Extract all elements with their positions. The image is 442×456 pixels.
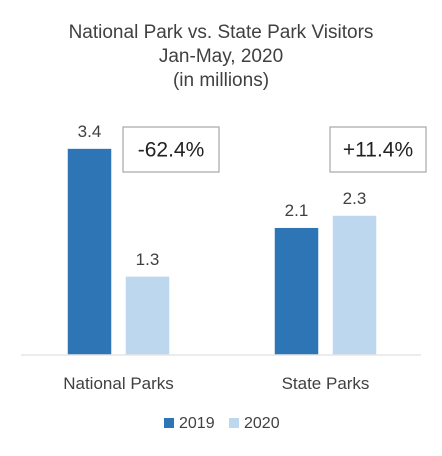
legend-label-2020: 2020 bbox=[244, 415, 280, 432]
data-labels: 3.4 1.3 2.1 2.3 bbox=[78, 122, 367, 269]
annotation-text: +11.4% bbox=[343, 139, 413, 162]
annotations: -62.4% +11.4% bbox=[122, 126, 427, 173]
data-label: 3.4 bbox=[78, 122, 102, 141]
chart-title-line-3: (in millions) bbox=[173, 70, 269, 91]
legend: 2019 2020 bbox=[164, 415, 280, 432]
bar-state-parks-2020 bbox=[331, 214, 378, 356]
bar-national-parks-2019 bbox=[66, 147, 113, 356]
bar-state-parks-2019 bbox=[273, 226, 320, 356]
annotation-box bbox=[122, 126, 220, 173]
data-label: 1.3 bbox=[136, 250, 160, 269]
chart-title-line-2: Jan-May, 2020 bbox=[159, 46, 283, 67]
x-tick-label: State Parks bbox=[282, 374, 370, 393]
x-axis-tick-labels: National Parks State Parks bbox=[63, 374, 369, 393]
x-tick-label: National Parks bbox=[63, 374, 174, 393]
chart-title-line-1: National Park vs. State Park Visitors bbox=[69, 22, 374, 43]
annotation-text: -62.4% bbox=[138, 139, 205, 162]
legend-swatch-2019 bbox=[164, 418, 174, 428]
legend-swatch-2020 bbox=[229, 418, 239, 428]
chart-title: National Park vs. State Park Visitors Ja… bbox=[69, 22, 374, 91]
annotation-box bbox=[329, 126, 427, 173]
data-label: 2.3 bbox=[343, 189, 367, 208]
data-label: 2.1 bbox=[285, 201, 309, 220]
bar-national-parks-2020 bbox=[124, 275, 171, 356]
legend-label-2019: 2019 bbox=[179, 415, 215, 432]
bars bbox=[66, 147, 378, 356]
